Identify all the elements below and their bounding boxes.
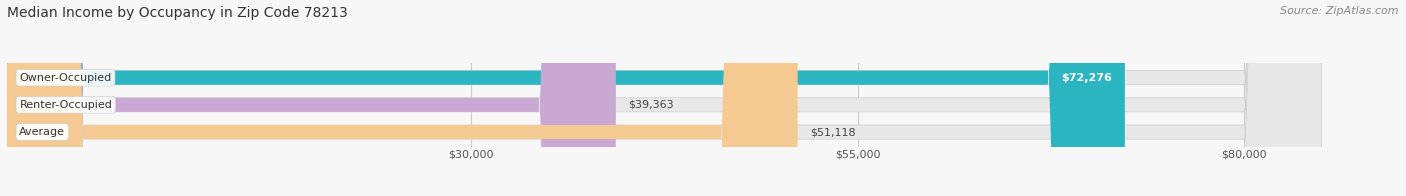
Text: Average: Average (20, 127, 66, 137)
FancyBboxPatch shape (7, 0, 1322, 196)
FancyBboxPatch shape (7, 0, 1125, 196)
Text: Owner-Occupied: Owner-Occupied (20, 73, 111, 83)
FancyBboxPatch shape (7, 0, 1322, 196)
Text: Median Income by Occupancy in Zip Code 78213: Median Income by Occupancy in Zip Code 7… (7, 6, 347, 20)
FancyBboxPatch shape (7, 0, 1322, 196)
FancyBboxPatch shape (7, 0, 797, 196)
Text: $51,118: $51,118 (810, 127, 856, 137)
Text: $39,363: $39,363 (628, 100, 673, 110)
FancyBboxPatch shape (7, 0, 616, 196)
Text: Source: ZipAtlas.com: Source: ZipAtlas.com (1281, 6, 1399, 16)
Text: $72,276: $72,276 (1062, 73, 1112, 83)
Text: Renter-Occupied: Renter-Occupied (20, 100, 112, 110)
